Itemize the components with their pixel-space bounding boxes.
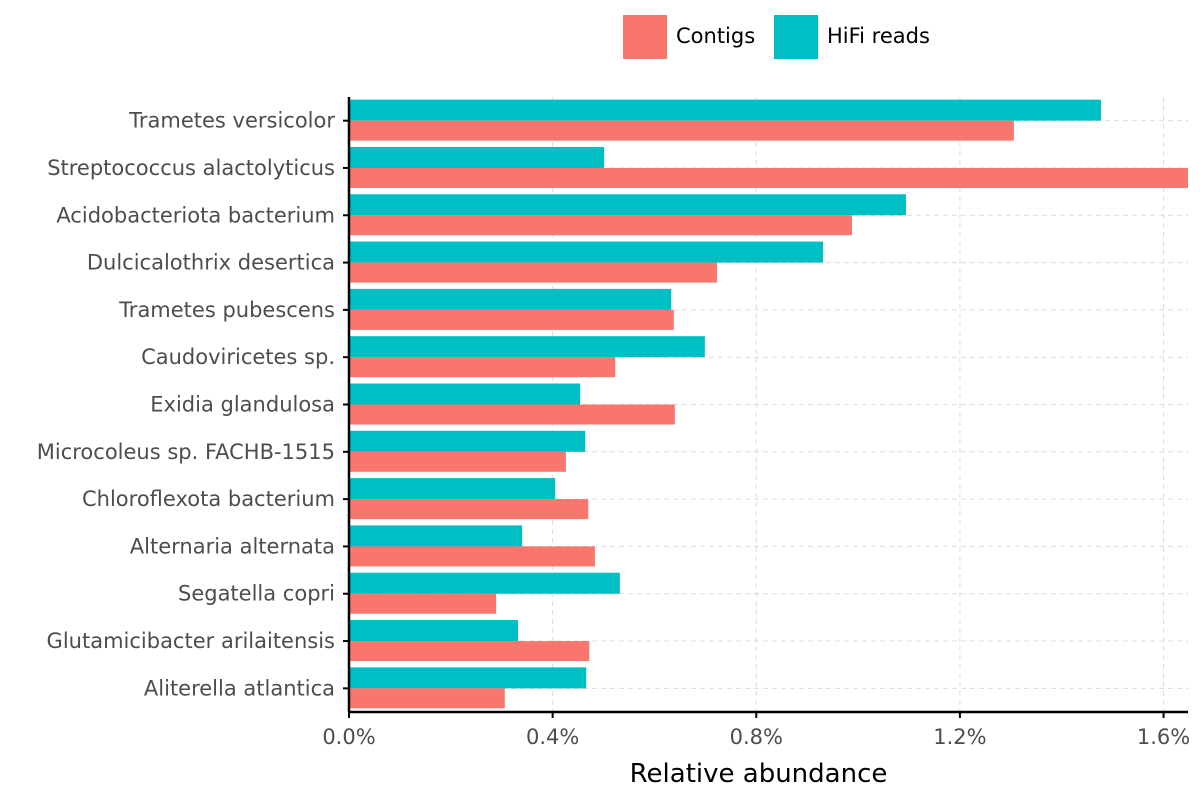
x-tick-label: 0.4% [526,725,579,749]
legend-swatch-hifi-reads [774,15,818,59]
category-label: Acidobacteriota bacterium [56,203,335,227]
category-label: Exidia glandulosa [150,393,335,417]
bar-hifi-reads [349,430,586,452]
legend-label-contigs: Contigs [676,24,755,48]
x-tick-label: 0.8% [730,725,783,749]
bar-contigs [349,688,505,709]
category-label: Chloroflexota bacterium [82,487,335,511]
bar-contigs [349,593,497,614]
bar-contigs [349,404,675,425]
category-label: Trametes pubescens [118,298,335,322]
category-label: Dulcicalothrix desertica [87,251,335,275]
category-label: Glutamicibacter arilaitensis [47,629,335,653]
bar-hifi-reads [349,146,605,168]
category-label: Caudoviricetes sp. [141,345,335,369]
bar-hifi-reads [349,667,587,689]
x-axis-title: Relative abundance [630,759,888,789]
legend-swatch-contigs [623,15,667,59]
bar-hifi-reads [349,572,620,594]
category-label: Streptococcus alactolyticus [47,156,335,180]
bar-hifi-reads [349,194,906,216]
bar-contigs [349,167,1188,188]
bar-contigs [349,641,590,662]
bar-hifi-reads [349,241,823,263]
category-label: Aliterella atlantica [144,676,335,700]
category-label: Alternaria alternata [130,534,335,558]
bar-hifi-reads [349,620,519,642]
category-label: Trametes versicolor [128,109,335,133]
category-label: Segatella copri [178,582,335,606]
bar-hifi-reads [349,288,672,310]
bar-contigs [349,215,852,236]
bar-contigs [349,499,589,520]
bar-hifi-reads [349,383,581,405]
bar-contigs [349,357,616,378]
x-tick-label: 1.6% [1137,725,1190,749]
category-label: Microcoleus sp. FACHB-1515 [37,440,335,464]
x-tick-label: 1.2% [933,725,986,749]
bar-hifi-reads [349,336,705,358]
bar-contigs [349,546,595,567]
bar-hifi-reads [349,525,523,547]
legend-label-hifi-reads: HiFi reads [827,24,930,48]
x-tick-label: 0.0% [322,725,375,749]
bar-hifi-reads [349,478,556,500]
bar-hifi-reads [349,99,1101,121]
bar-contigs [349,262,718,283]
bar-contigs [349,451,566,472]
bar-contigs [349,120,1014,141]
bar-contigs [349,309,674,330]
